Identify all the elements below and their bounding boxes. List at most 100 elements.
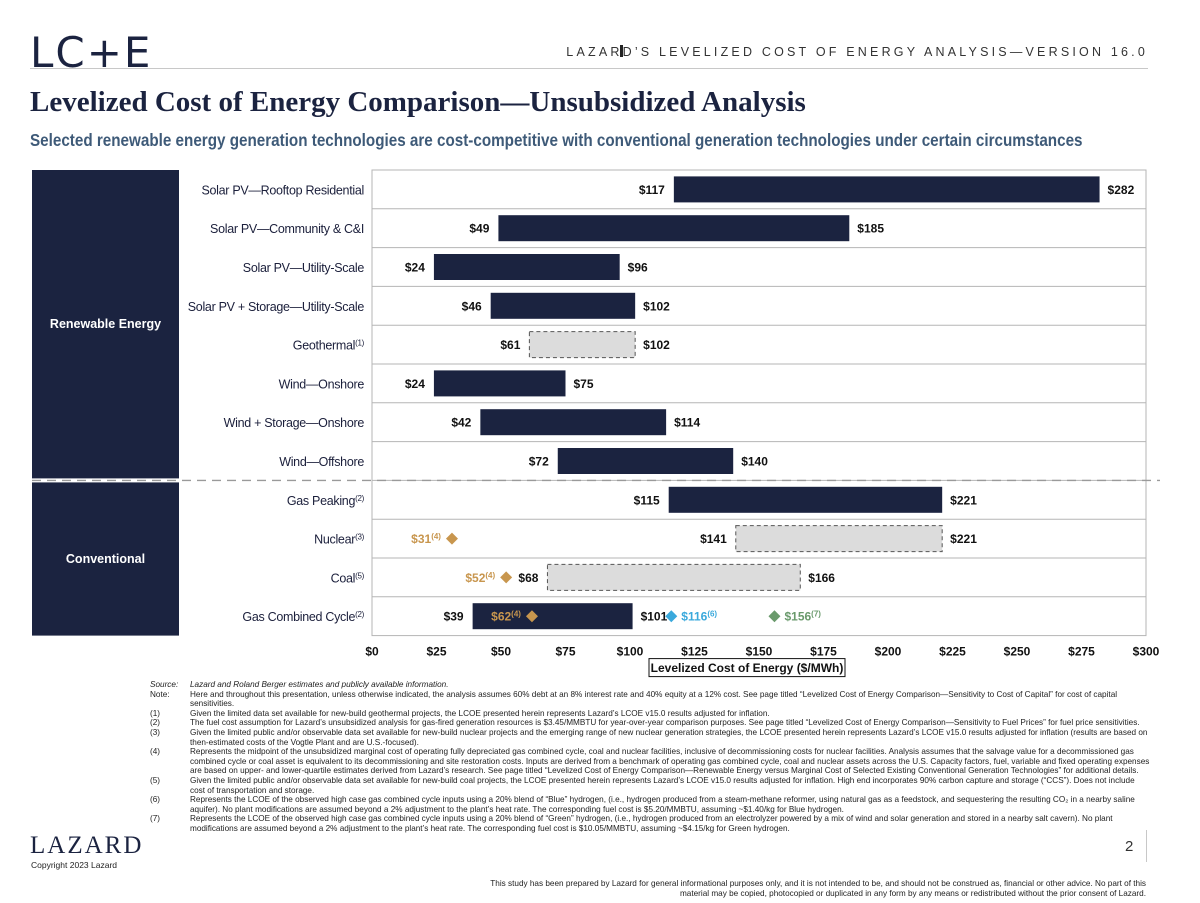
row-label: Nuclear(3) bbox=[314, 533, 364, 547]
x-tick-label: $125 bbox=[681, 645, 708, 659]
low-value-label: $46 bbox=[462, 299, 482, 313]
x-tick-label: $25 bbox=[426, 645, 446, 659]
high-value-label: $282 bbox=[1108, 183, 1135, 197]
marker-label: $52(4) bbox=[465, 571, 495, 585]
group-panel-0 bbox=[32, 170, 179, 479]
x-tick-label: $75 bbox=[555, 645, 575, 659]
x-tick-label: $300 bbox=[1133, 645, 1160, 659]
marker-diamond bbox=[525, 610, 538, 623]
header-rule bbox=[30, 68, 1148, 69]
footnote-text: Represents the LCOE of the observed high… bbox=[190, 814, 1113, 833]
footnote-key: (1) bbox=[150, 708, 161, 718]
footnote-6: (5) Given the limited public and/or obser… bbox=[150, 776, 1150, 795]
footnote-key: (2) bbox=[150, 718, 161, 728]
marker-diamond bbox=[445, 532, 458, 545]
range-bar bbox=[433, 370, 566, 397]
low-value-label: $49 bbox=[469, 222, 489, 236]
high-value-label: $185 bbox=[857, 222, 884, 236]
low-value-label: $72 bbox=[529, 455, 549, 469]
range-bar bbox=[557, 448, 734, 474]
range-bar bbox=[433, 254, 620, 280]
footnote-7: (6) Represents the LCOE of the observed h… bbox=[150, 795, 1150, 814]
range-bar bbox=[480, 409, 667, 436]
footnote-text: The fuel cost assumption for Lazard’s un… bbox=[190, 718, 1140, 728]
range-bar bbox=[472, 603, 633, 630]
footnote-1: Note: Here and throughout this presentati… bbox=[150, 690, 1150, 709]
footnote-text: Lazard and Roland Berger estimates and p… bbox=[190, 680, 449, 689]
x-tick-label: $150 bbox=[746, 645, 773, 659]
page-number-rule bbox=[1146, 830, 1147, 862]
footnote-key: (6) bbox=[150, 795, 161, 805]
x-tick-label: $100 bbox=[617, 645, 644, 659]
row-label: Geothermal(1) bbox=[293, 339, 365, 353]
low-value-label: $117 bbox=[639, 183, 665, 197]
copyright: Copyright 2023 Lazard bbox=[31, 860, 118, 870]
high-value-label: $140 bbox=[741, 455, 768, 469]
footnote-2: (1) Given the limited data set available … bbox=[150, 709, 1150, 719]
footnote-key: Source: bbox=[150, 680, 179, 689]
footnote-text: Given the limited public and/or observab… bbox=[190, 775, 1135, 795]
low-value-label: $115 bbox=[634, 493, 660, 507]
low-value-label: $61 bbox=[500, 338, 520, 352]
footnote-key: (3) bbox=[150, 727, 161, 737]
row-label: Solar PV + Storage—Utility-Scale bbox=[188, 300, 365, 314]
row-label: Gas Combined Cycle(2) bbox=[242, 610, 364, 624]
high-value-label: $102 bbox=[643, 299, 670, 313]
x-axis-label-box bbox=[648, 658, 846, 678]
range-bar-dashed bbox=[546, 563, 801, 591]
high-value-label: $75 bbox=[574, 377, 594, 391]
range-bar bbox=[668, 486, 943, 513]
high-value-label: $96 bbox=[628, 261, 648, 275]
x-tick-label: $225 bbox=[939, 645, 966, 659]
disclaimer: This study has been prepared by Lazard f… bbox=[490, 879, 1146, 898]
high-value-label: $221 bbox=[950, 493, 977, 507]
low-value-label: $141 bbox=[700, 532, 727, 546]
footnote-3: (2) The fuel cost assumption for Lazard’s… bbox=[150, 718, 1150, 728]
footnote-text: Here and throughout this presentation, u… bbox=[190, 689, 1118, 709]
marker-diamond bbox=[500, 571, 513, 584]
row-label: Wind—Offshore bbox=[279, 455, 364, 469]
footnote-4: (3) Given the limited public and/or obser… bbox=[150, 728, 1150, 747]
row-label: Wind—Onshore bbox=[279, 377, 365, 391]
footnotes: Source: Lazard and Roland Berger estimate… bbox=[150, 680, 1150, 834]
series-title: LAZARD’S LEVELIZED COST OF ENERGY ANALYS… bbox=[566, 45, 1148, 59]
footnote-text: Represents the LCOE of the observed high… bbox=[190, 795, 1135, 814]
marker-label: $62(4) bbox=[491, 610, 521, 624]
range-bar bbox=[498, 215, 850, 242]
range-bar-dashed bbox=[735, 525, 943, 553]
row-label: Solar PV—Community & C&I bbox=[210, 222, 364, 236]
low-value-label: $24 bbox=[405, 377, 425, 391]
footnote-text: Represents the midpoint of the unsubsidi… bbox=[190, 747, 1150, 776]
footnote-0: Source: Lazard and Roland Berger estimate… bbox=[150, 680, 1150, 690]
x-tick-label: $250 bbox=[1004, 645, 1031, 659]
footnote-key: (4) bbox=[150, 747, 161, 757]
row-label: Wind + Storage—Onshore bbox=[224, 416, 365, 430]
group-label: Conventional bbox=[66, 552, 145, 566]
footnote-text: Given the limited data set available for… bbox=[190, 708, 770, 718]
lcoe-range-chart: Renewable Energy Conventional Solar PV—Roo… bbox=[32, 169, 1160, 678]
row-label: Solar PV—Rooftop Residential bbox=[201, 183, 364, 197]
x-axis-label: Levelized Cost of Energy ($/MWh) bbox=[651, 661, 844, 675]
low-value-label: $42 bbox=[451, 416, 471, 430]
high-value-label: $102 bbox=[643, 338, 670, 352]
lazard-logo: LAZARD bbox=[30, 832, 144, 859]
group-panel-1 bbox=[32, 482, 179, 636]
header-divider bbox=[620, 45, 623, 57]
row-label: Coal(5) bbox=[331, 571, 365, 585]
footnote-key: (5) bbox=[150, 775, 161, 785]
low-value-label: $24 bbox=[405, 261, 425, 275]
page-number: 2 bbox=[1125, 838, 1134, 855]
high-value-label: $221 bbox=[950, 532, 977, 546]
page-title: Levelized Cost of Energy Comparison—Unsu… bbox=[30, 86, 806, 118]
x-tick-label: $175 bbox=[810, 645, 837, 659]
high-value-label: $166 bbox=[808, 571, 835, 585]
footnote-key: (7) bbox=[150, 814, 161, 824]
row-label: Solar PV—Utility-Scale bbox=[243, 261, 365, 275]
x-tick-label: $0 bbox=[365, 645, 379, 659]
marker-label: $31(4) bbox=[411, 532, 441, 546]
footnote-8: (7) Represents the LCOE of the observed h… bbox=[150, 814, 1150, 833]
x-tick-label: $200 bbox=[875, 645, 902, 659]
high-value-label: $101 bbox=[641, 610, 668, 624]
footnote-key: Note: bbox=[150, 689, 170, 699]
range-bar bbox=[490, 292, 636, 319]
